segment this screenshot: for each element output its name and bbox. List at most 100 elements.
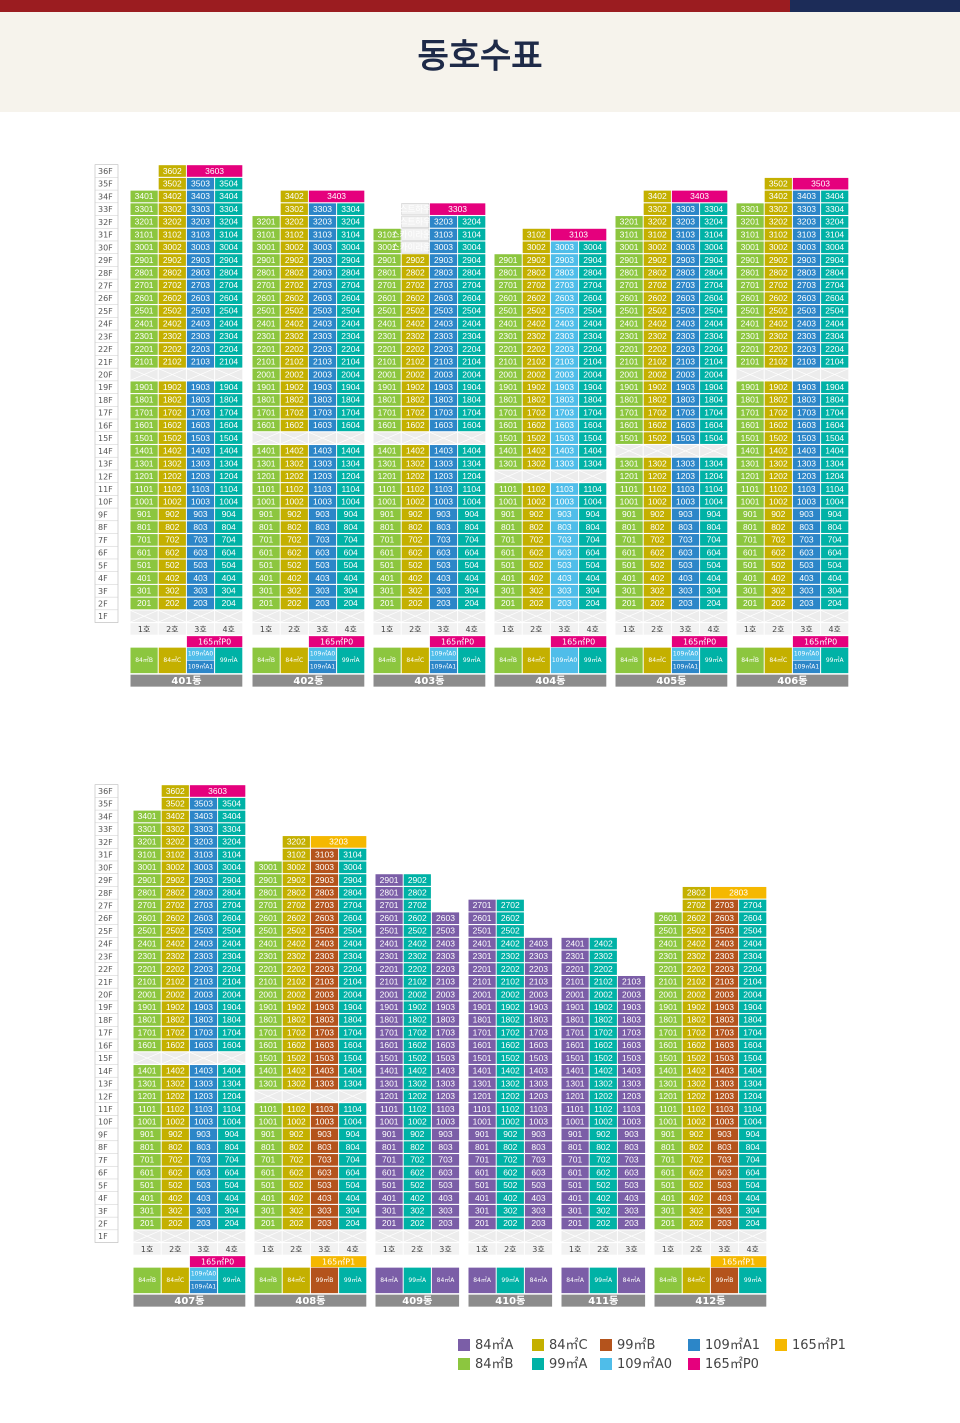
unit-number: 2601 (499, 293, 518, 303)
unit-number: 2203 (436, 964, 455, 974)
unit-number: 2803 (676, 268, 695, 278)
unit-cell (158, 228, 186, 241)
unit-cell (158, 572, 186, 584)
unit-number: 3103 (313, 229, 332, 239)
unit-number: 1003 (194, 1116, 213, 1126)
unit-number: 3403 (797, 191, 816, 201)
unit-number: 204 (344, 598, 358, 608)
unit-number: 3403 (690, 191, 709, 201)
unit-number: 2002 (285, 369, 304, 379)
unit-number: 2001 (380, 989, 399, 999)
floor-label: 4F (98, 1194, 108, 1203)
unit-number: 2102 (648, 357, 667, 367)
unit-cell (130, 292, 158, 304)
unit-number: 2001 (259, 989, 278, 999)
unit-number: 2201 (741, 344, 760, 354)
unit-number: 1101 (138, 1104, 157, 1114)
unit-number: 1601 (741, 420, 760, 430)
line-cell (158, 623, 186, 635)
unit-number: 2404 (222, 938, 241, 948)
type-label: 109㎡A0 (673, 650, 699, 658)
penthouse-label: 165㎡P0 (562, 638, 595, 647)
unit-number: 1302 (285, 458, 304, 468)
unit-number: 2601 (473, 913, 492, 923)
unit-number: 2002 (527, 369, 546, 379)
floor-label: 30F (98, 243, 113, 252)
unit-number: 202 (289, 1218, 303, 1228)
unit-number: 203 (557, 598, 571, 608)
unit-number: 703 (436, 535, 450, 545)
unit-number: 2404 (583, 318, 602, 328)
unit-number: 1801 (380, 1015, 399, 1025)
unit-cell (158, 317, 186, 330)
unit-number: 3203 (329, 837, 348, 847)
unit-number: 904 (586, 509, 600, 519)
unit-number: 502 (408, 560, 422, 570)
unit-number: 2402 (648, 318, 667, 328)
unit-number: 3102 (287, 849, 306, 859)
building-name: 409동 (402, 1295, 432, 1307)
unit-number: 3201 (257, 217, 276, 227)
unit-cell (215, 597, 243, 610)
unit-number: 2504 (343, 926, 362, 936)
unit-number: 1203 (191, 471, 210, 481)
building-name: 403동 (414, 675, 444, 687)
unit-number: 1604 (704, 420, 723, 430)
unit-number: 1801 (135, 395, 154, 405)
unit-number: 3304 (704, 204, 723, 214)
unit-number: 904 (346, 1129, 360, 1139)
unit-number: 3002 (769, 242, 788, 252)
unit-number: 2701 (259, 900, 278, 910)
unit-number: 1702 (163, 407, 182, 417)
unit-number: 1404 (222, 1066, 241, 1076)
unit-cell (130, 254, 158, 266)
unit-number: 2302 (163, 331, 182, 341)
unit-number: 1702 (285, 407, 304, 417)
line-label: 3호 (318, 1245, 330, 1254)
unit-number: 1504 (343, 1053, 362, 1063)
unit-cell (186, 292, 215, 304)
unit-number: 801 (382, 1142, 396, 1152)
unit-number: 1403 (194, 1066, 213, 1076)
unit-number: 502 (529, 560, 543, 570)
unit-number: 701 (140, 1155, 154, 1165)
unit-number: 1402 (163, 446, 182, 456)
floor-label: 14F (98, 447, 113, 456)
unit-number: 2001 (378, 369, 397, 379)
unit-number: 902 (529, 509, 543, 519)
unit-number: 2604 (219, 293, 238, 303)
unit-number: 902 (410, 1129, 424, 1139)
unit-number: 704 (222, 535, 236, 545)
unit-number: 2003 (194, 989, 213, 999)
building-name: 404동 (535, 675, 565, 687)
unit-cell (215, 228, 243, 241)
unit-number: 2202 (527, 344, 546, 354)
unit-number: 3101 (257, 229, 276, 239)
unit-number: 2802 (769, 268, 788, 278)
unit-cell (158, 266, 186, 279)
floor-label: 20F (98, 371, 113, 380)
unit-cell (186, 203, 215, 215)
unit-cell (215, 419, 243, 432)
unit-number: 2404 (341, 318, 360, 328)
unit-number: 1101 (135, 484, 154, 494)
floor-label: 16F (98, 1041, 113, 1050)
empty-cross (186, 610, 215, 623)
unit-number: 2202 (287, 964, 306, 974)
floor-label: 36F (98, 167, 113, 176)
unit-number: 1801 (741, 395, 760, 405)
unit-cell (130, 279, 158, 292)
type-label: 99㎡A (223, 1276, 242, 1284)
unit-number: 2904 (462, 255, 481, 265)
unit-number: 802 (771, 522, 785, 532)
unit-number: 304 (225, 1206, 239, 1216)
unit-number: 704 (707, 535, 721, 545)
unit-number: 3303 (194, 824, 213, 834)
unit-number: 3102 (163, 229, 182, 239)
unit-number: 3103 (191, 229, 210, 239)
unit-number: 2504 (219, 306, 238, 316)
empty-cross (130, 368, 158, 381)
unit-number: 2602 (285, 293, 304, 303)
unit-number: 1203 (797, 471, 816, 481)
